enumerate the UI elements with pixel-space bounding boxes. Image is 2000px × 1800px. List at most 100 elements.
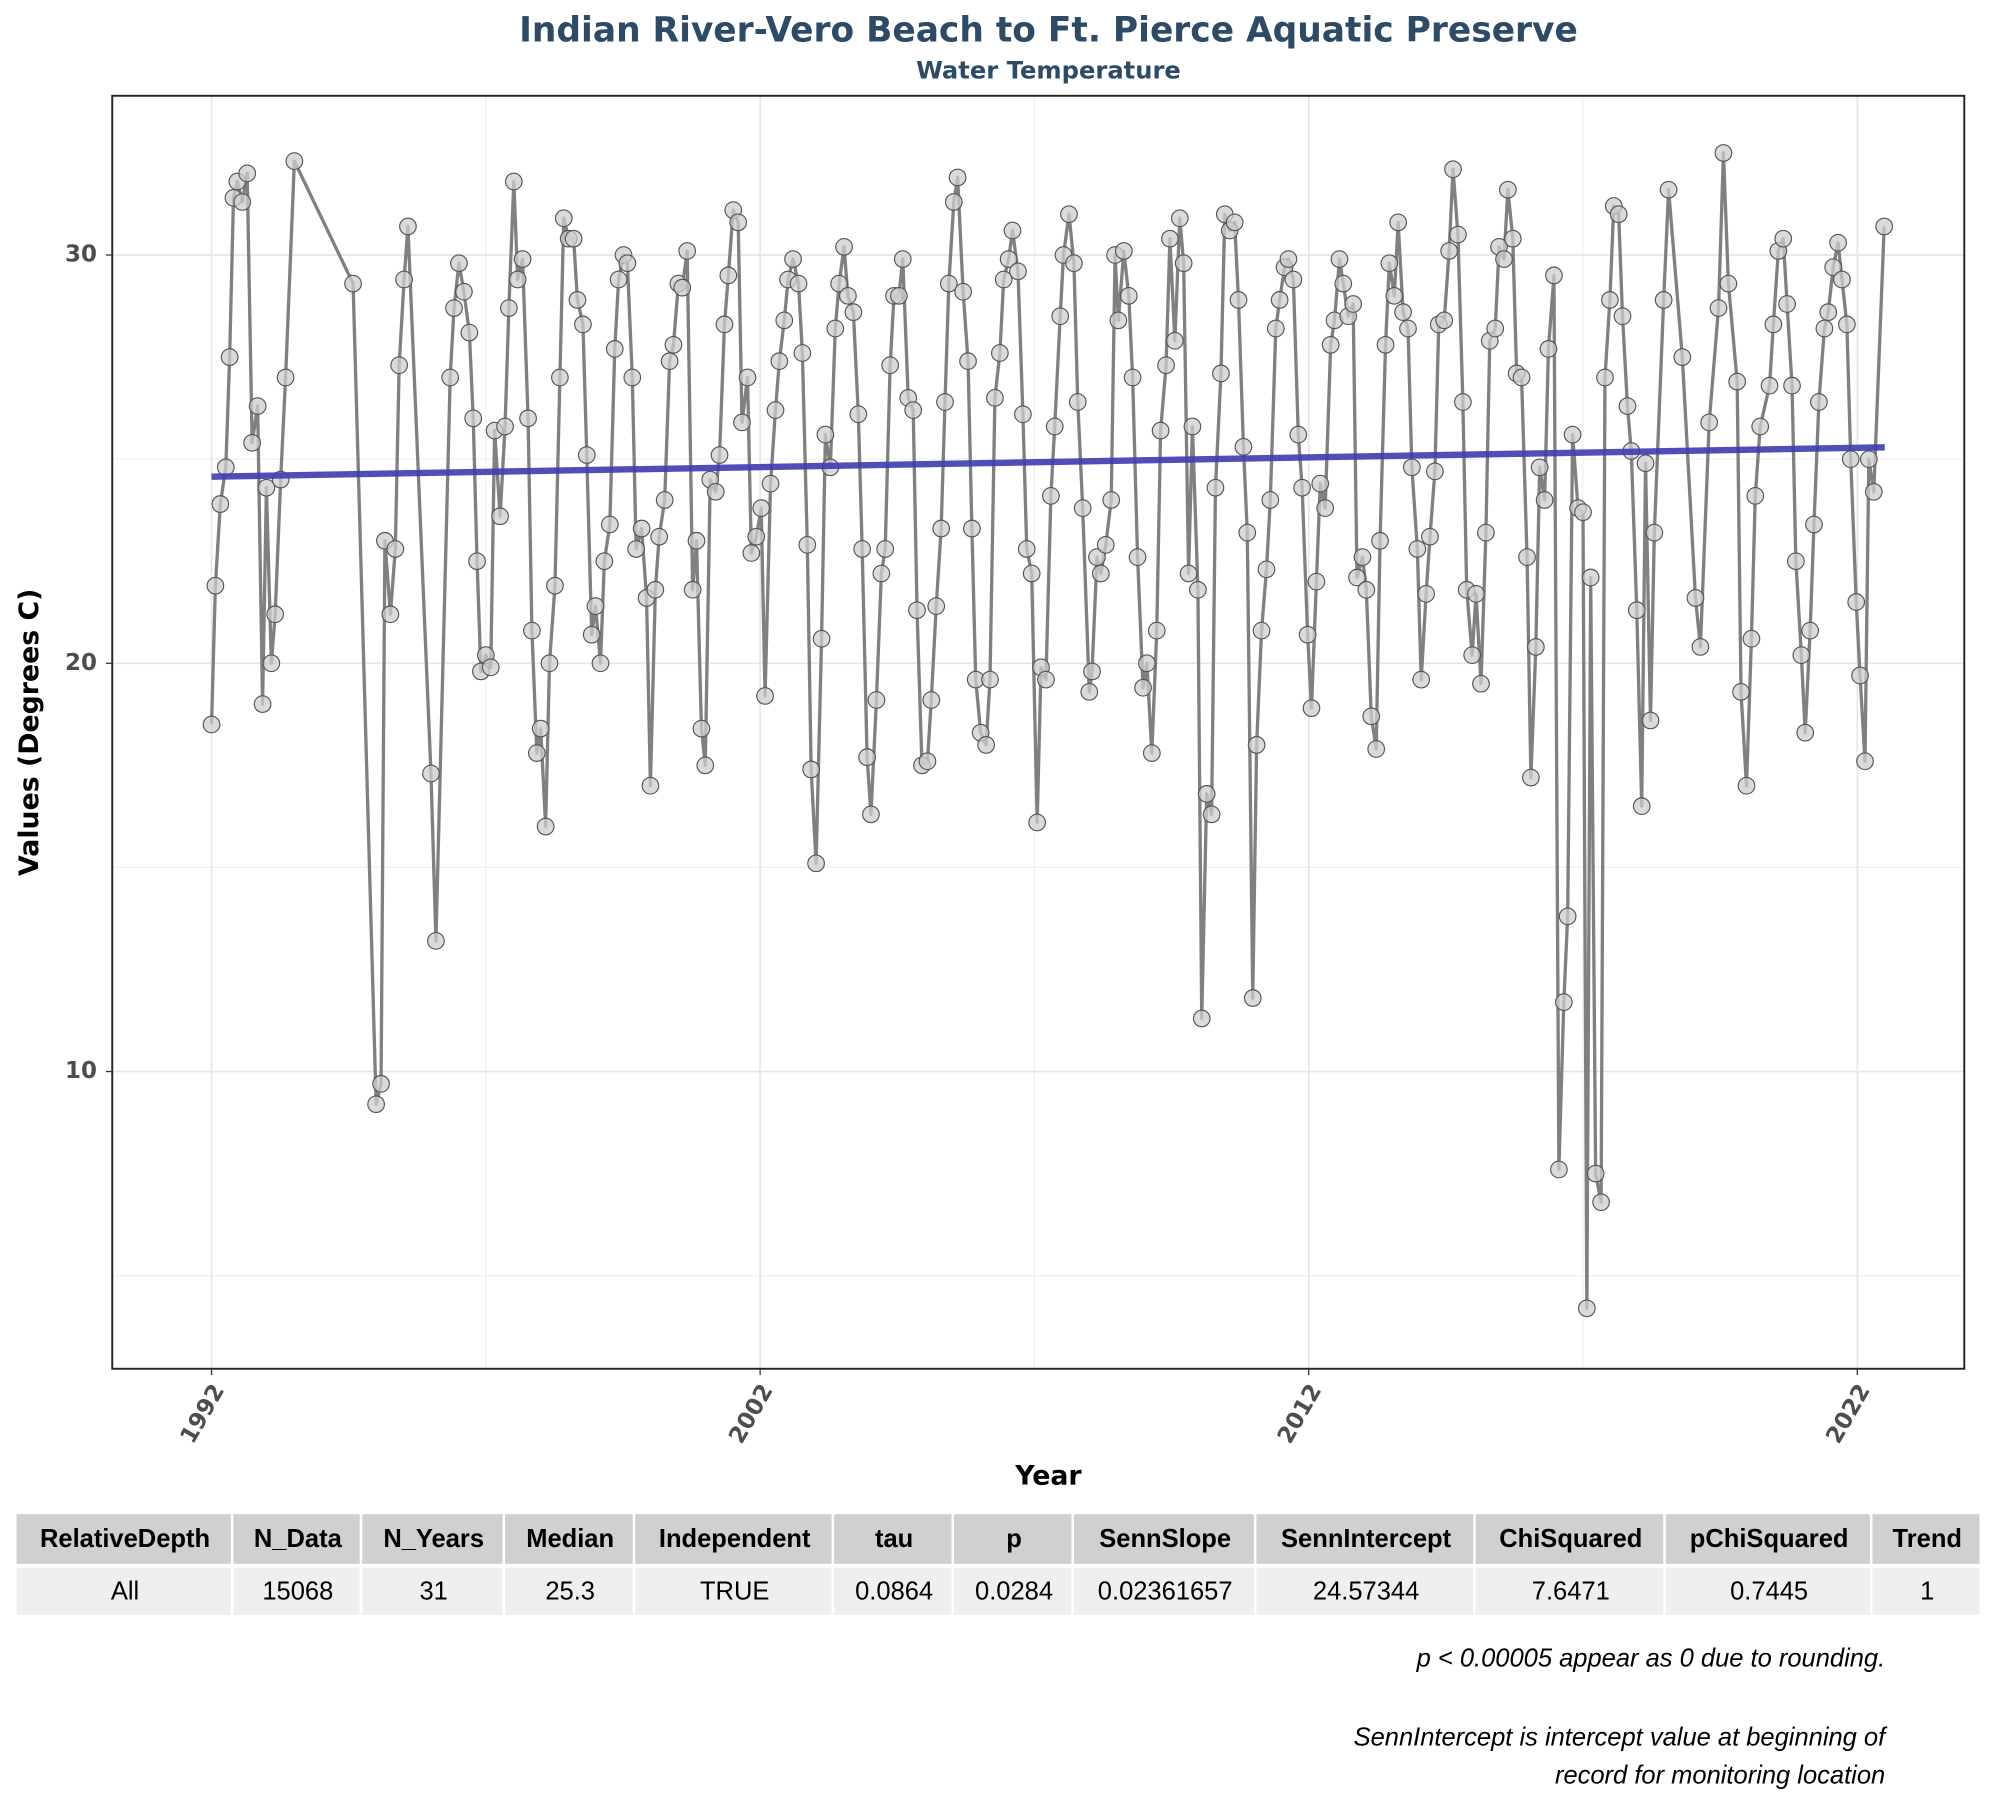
data-point bbox=[1003, 221, 1022, 240]
data-point bbox=[1581, 568, 1600, 587]
header-cell bbox=[16, 1514, 231, 1564]
data-point bbox=[445, 299, 463, 317]
data-point bbox=[1376, 335, 1395, 354]
data-point bbox=[422, 764, 440, 783]
notes: p < 0.00005 appear as 0 due to rounding.… bbox=[1354, 1644, 1889, 1789]
data-point bbox=[1284, 270, 1303, 289]
data-point bbox=[986, 389, 1004, 407]
data-point bbox=[1170, 209, 1189, 228]
data-point bbox=[862, 805, 880, 824]
data-point bbox=[715, 315, 734, 334]
note: SennIntercept is intercept value at begi… bbox=[1354, 1723, 1889, 1751]
data-point bbox=[1796, 723, 1815, 742]
data-point bbox=[742, 544, 761, 562]
data-point bbox=[1801, 621, 1819, 640]
header-label: pChiSquared bbox=[1690, 1525, 1849, 1553]
data-point bbox=[1238, 523, 1257, 542]
data-point bbox=[216, 458, 235, 477]
header-label: Trend bbox=[1893, 1525, 1962, 1553]
data-point bbox=[1257, 560, 1276, 579]
data-point bbox=[1080, 682, 1099, 701]
data-point bbox=[1444, 160, 1462, 179]
data-point bbox=[849, 405, 868, 424]
data-point bbox=[1212, 364, 1230, 383]
data-point bbox=[1550, 1160, 1568, 1179]
data-point bbox=[1247, 736, 1266, 754]
cell-value: 24.57344 bbox=[1313, 1577, 1419, 1605]
data-point bbox=[1119, 286, 1138, 305]
data-point bbox=[872, 564, 891, 583]
data-point bbox=[678, 242, 697, 260]
data-point bbox=[609, 270, 628, 289]
data-point bbox=[1147, 621, 1166, 640]
data-point bbox=[427, 932, 445, 950]
table-cell bbox=[1073, 1567, 1254, 1615]
data-point bbox=[1316, 499, 1335, 517]
cell-value: 1 bbox=[1920, 1577, 1934, 1605]
data-point bbox=[455, 282, 473, 301]
header-cell bbox=[1073, 1514, 1254, 1564]
data-point bbox=[1760, 376, 1779, 395]
data-point bbox=[1764, 315, 1783, 334]
data-point bbox=[1270, 291, 1289, 309]
data-point bbox=[1636, 454, 1655, 473]
plot-frame bbox=[111, 94, 1966, 1370]
data-point bbox=[372, 1074, 390, 1093]
data-point bbox=[733, 413, 751, 432]
data-point bbox=[738, 368, 757, 387]
data-point bbox=[1539, 340, 1558, 358]
data-point bbox=[1875, 217, 1894, 236]
data-point bbox=[1778, 295, 1796, 313]
data-point bbox=[830, 274, 848, 293]
data-line bbox=[209, 151, 1886, 1310]
data-point bbox=[641, 776, 660, 795]
data-point bbox=[1805, 515, 1823, 534]
header-label: ChiSquared bbox=[1499, 1525, 1642, 1553]
cell-value: 25.3 bbox=[545, 1577, 595, 1605]
data-point bbox=[944, 193, 963, 211]
data-point bbox=[1362, 707, 1381, 726]
plot-marks bbox=[202, 144, 1894, 1318]
data-point bbox=[1512, 368, 1531, 387]
data-point bbox=[1737, 776, 1756, 795]
data-point bbox=[238, 164, 257, 183]
data-point bbox=[1463, 646, 1482, 664]
header-label: Median bbox=[526, 1525, 614, 1553]
data-point bbox=[1783, 376, 1801, 395]
data-point bbox=[1554, 993, 1573, 1011]
data-point bbox=[729, 213, 748, 232]
data-point bbox=[646, 580, 665, 599]
data-point bbox=[262, 654, 281, 673]
data-point bbox=[253, 695, 272, 713]
data-point bbox=[1389, 213, 1408, 232]
data-point bbox=[450, 254, 468, 273]
data-point bbox=[977, 736, 996, 754]
data-point bbox=[687, 531, 706, 550]
header-label: SennSlope bbox=[1099, 1525, 1231, 1553]
data-point bbox=[789, 274, 808, 293]
data-point bbox=[1289, 425, 1308, 444]
data-point bbox=[1472, 674, 1490, 693]
data-point bbox=[464, 409, 483, 428]
data-point bbox=[468, 552, 486, 571]
note: p < 0.00005 appear as 0 due to rounding. bbox=[1416, 1644, 1886, 1672]
data-point bbox=[1824, 258, 1843, 277]
data-point bbox=[1535, 491, 1554, 509]
data-point bbox=[1380, 254, 1399, 273]
data-point bbox=[500, 299, 518, 317]
data-point bbox=[1654, 291, 1673, 309]
data-point bbox=[1088, 548, 1106, 566]
data-point bbox=[1307, 572, 1326, 591]
x-tick-label: 1992 bbox=[176, 1380, 230, 1448]
data-point bbox=[1408, 540, 1427, 558]
table-cell bbox=[1872, 1567, 1980, 1615]
data-point bbox=[399, 217, 417, 236]
data-point bbox=[1810, 393, 1828, 411]
data-point bbox=[574, 315, 592, 334]
data-point bbox=[1856, 752, 1874, 771]
y-tick-label: 30 bbox=[65, 242, 97, 268]
data-point bbox=[202, 715, 221, 734]
data-point bbox=[1197, 785, 1216, 803]
x-tick-label: 2002 bbox=[724, 1380, 778, 1448]
data-point bbox=[692, 719, 711, 738]
